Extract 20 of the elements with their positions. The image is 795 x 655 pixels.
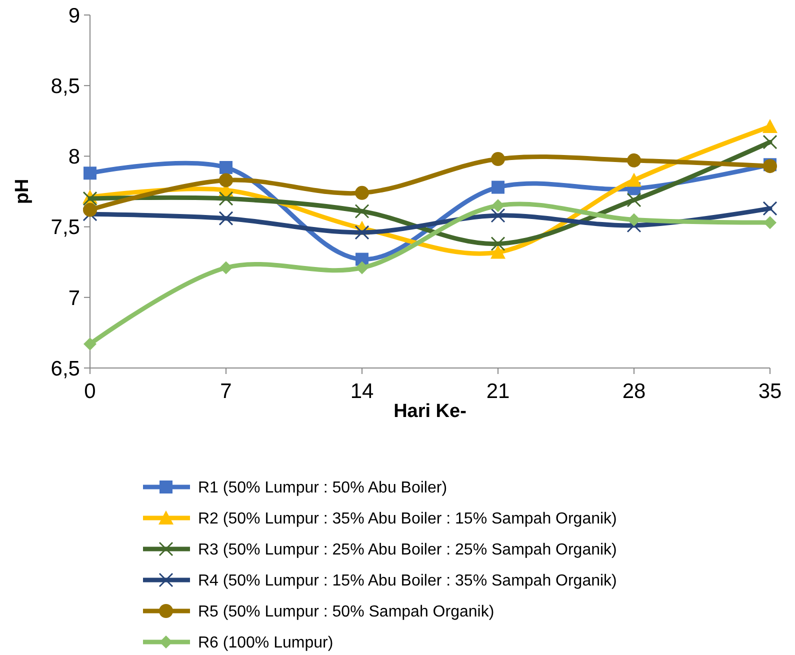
- x-tick-label: 7: [220, 380, 232, 403]
- legend-label: R2 (50% Lumpur : 35% Abu Boiler : 15% Sampah Organik): [198, 510, 617, 528]
- x-tick-label: 14: [350, 380, 374, 403]
- y-tick-label: 8: [68, 146, 80, 169]
- legend-label: R6 (100% Lumpur): [198, 634, 334, 652]
- legend-label: R4 (50% Lumpur : 15% Abu Boiler : 35% Sampah Organik): [198, 572, 617, 590]
- x-axis-title: Hari Ke-: [394, 401, 466, 422]
- y-tick-label: 7,5: [50, 216, 80, 240]
- x-tick-label: 35: [758, 380, 782, 403]
- y-axis-title: pH: [12, 178, 33, 204]
- legend-label: R5 (50% Lumpur : 50% Sampah Organik): [198, 604, 494, 621]
- legend-label: R1 (50% Lumpur : 50% Abu Boiler): [198, 480, 448, 497]
- x-tick-label: 21: [486, 380, 510, 403]
- x-tick-label: 28: [622, 380, 646, 403]
- y-tick-label: 9: [68, 4, 80, 28]
- y-tick-label: 6,5: [50, 357, 80, 380]
- legend-label: R3 (50% Lumpur : 25% Abu Boiler : 25% Sampah Organik): [198, 542, 617, 559]
- y-tick-label: 7: [68, 286, 80, 310]
- x-tick-label: 0: [84, 380, 96, 403]
- y-tick-label: 8,5: [50, 74, 80, 98]
